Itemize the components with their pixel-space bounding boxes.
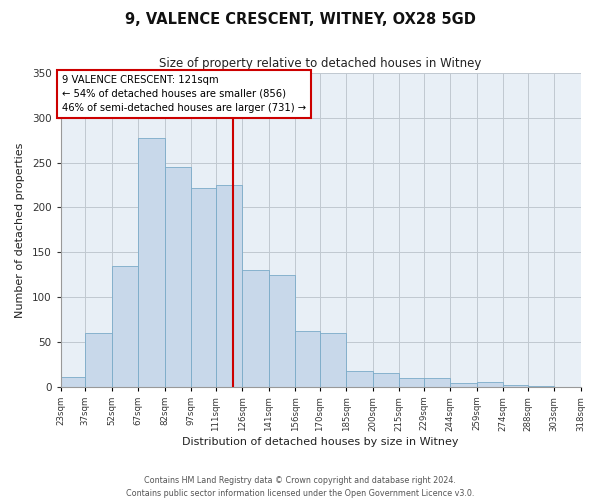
Bar xyxy=(399,378,424,386)
Bar xyxy=(61,377,85,386)
Text: 9 VALENCE CRESCENT: 121sqm
← 54% of detached houses are smaller (856)
46% of sem: 9 VALENCE CRESCENT: 121sqm ← 54% of deta… xyxy=(62,75,306,113)
Bar xyxy=(112,266,138,386)
Bar xyxy=(269,274,295,386)
Bar xyxy=(424,378,450,386)
Bar xyxy=(450,383,476,386)
Bar xyxy=(503,385,527,386)
Bar xyxy=(85,333,112,386)
Bar xyxy=(476,382,503,386)
Bar xyxy=(346,370,373,386)
Y-axis label: Number of detached properties: Number of detached properties xyxy=(15,142,25,318)
Bar xyxy=(138,138,164,386)
X-axis label: Distribution of detached houses by size in Witney: Distribution of detached houses by size … xyxy=(182,438,459,448)
Bar xyxy=(191,188,216,386)
Bar xyxy=(320,333,346,386)
Bar xyxy=(295,331,320,386)
Text: Contains HM Land Registry data © Crown copyright and database right 2024.
Contai: Contains HM Land Registry data © Crown c… xyxy=(126,476,474,498)
Text: 9, VALENCE CRESCENT, WITNEY, OX28 5GD: 9, VALENCE CRESCENT, WITNEY, OX28 5GD xyxy=(125,12,475,28)
Bar xyxy=(373,373,399,386)
Bar xyxy=(216,185,242,386)
Bar xyxy=(164,167,191,386)
Title: Size of property relative to detached houses in Witney: Size of property relative to detached ho… xyxy=(160,58,482,70)
Bar xyxy=(242,270,269,386)
